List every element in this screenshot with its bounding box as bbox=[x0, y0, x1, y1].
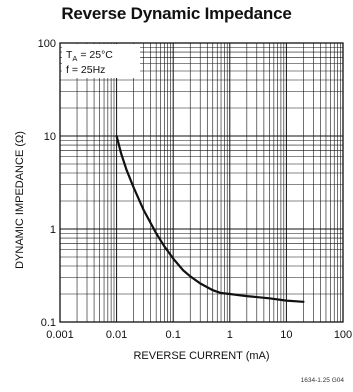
x-axis-label: REVERSE CURRENT (mA) bbox=[133, 350, 270, 362]
x-tick-label: 0.1 bbox=[166, 329, 181, 341]
chart-title: Reverse Dynamic Impedance bbox=[61, 4, 292, 23]
x-tick-label: 0.01 bbox=[106, 329, 127, 341]
y-axis-label: DYNAMIC IMPEDANCE (Ω) bbox=[14, 131, 26, 269]
tick-labels: 0.001 0.01 0.1 1 10 100 0.1 1 10 100 bbox=[38, 38, 353, 341]
y-tick-label: 0.1 bbox=[41, 317, 56, 329]
frequency-annotation: f = 25Hz bbox=[66, 64, 105, 76]
temperature-annotation: TA = 25°C bbox=[66, 49, 113, 63]
y-tick-label: 1 bbox=[50, 224, 56, 236]
annotation-background bbox=[62, 44, 140, 78]
x-tick-label: 1 bbox=[227, 329, 233, 341]
chart-grid bbox=[60, 43, 343, 322]
x-tick-label: 10 bbox=[280, 329, 292, 341]
x-tick-label: 100 bbox=[334, 329, 352, 341]
y-tick-label: 100 bbox=[38, 38, 56, 50]
y-tick-label: 10 bbox=[44, 131, 56, 143]
impedance-curve bbox=[115, 134, 305, 303]
figure-code: 1634-1.25 G04 bbox=[300, 377, 344, 384]
x-tick-label: 0.001 bbox=[46, 329, 74, 341]
plot-frame bbox=[59, 42, 344, 323]
